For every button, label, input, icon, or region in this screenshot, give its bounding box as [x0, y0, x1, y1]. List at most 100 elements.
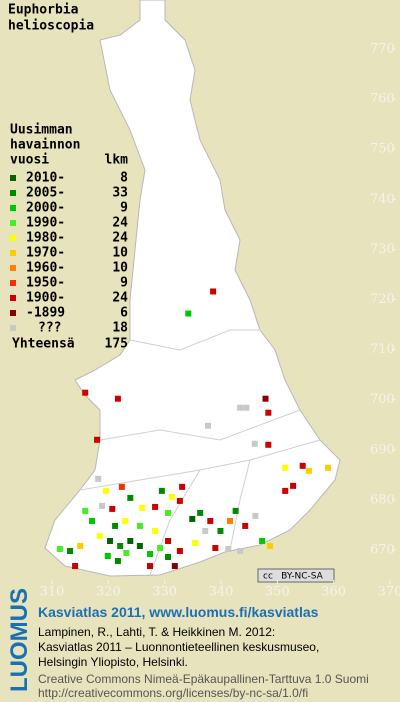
legend-heading: vuosi: [10, 153, 49, 168]
observation-square: [179, 483, 186, 490]
observation-square: [290, 482, 297, 489]
observation-square: [251, 440, 258, 447]
observation-square: [243, 404, 250, 411]
observation-square: [299, 462, 306, 469]
license-badge: cc BY-NC-SA: [257, 568, 335, 583]
observation-square: [139, 504, 146, 511]
y-tick-label: 770: [370, 42, 395, 57]
legend-swatch: [10, 205, 16, 211]
observation-square: [147, 551, 154, 558]
citation: Lampinen, R., Lahti, T. & Heikkinen M. 2…: [38, 625, 275, 639]
observation-square: [165, 554, 172, 561]
observation-square: [72, 563, 79, 570]
legend-heading: Uusimman: [10, 123, 73, 138]
observation-square: [123, 550, 130, 557]
observation-square: [96, 532, 103, 539]
y-tick-label: 710: [370, 342, 395, 357]
observation-square: [88, 517, 95, 524]
legend-count: 9: [120, 276, 128, 291]
x-tick-label: 330: [152, 585, 177, 600]
observation-square: [168, 493, 175, 500]
y-tick-label: 690: [370, 442, 395, 457]
y-tick-label: 680: [370, 492, 395, 507]
legend-swatch: [10, 190, 16, 196]
legend-total-label: Yhteensä: [12, 337, 75, 352]
legend-count: 24: [112, 216, 128, 231]
legend-label: 2005-: [26, 186, 65, 201]
legend-label: 1990-: [26, 216, 65, 231]
badge-text: BY-NC-SA: [281, 572, 324, 582]
y-tick-label: 760: [370, 92, 395, 107]
observation-square: [107, 537, 114, 544]
observation-square: [212, 544, 219, 551]
legend-swatch: [10, 280, 16, 286]
legend-swatch: [10, 265, 16, 271]
observation-square: [252, 512, 259, 519]
observation-square: [265, 441, 272, 448]
legend-label: 1900-: [26, 291, 65, 306]
legend-count: 6: [120, 306, 128, 321]
footer-title[interactable]: Kasviatlas 2011, www.luomus.fi/kasviatla…: [38, 604, 319, 620]
observation-square: [189, 515, 196, 522]
observation-square: [237, 548, 244, 555]
citation: Kasviatlas 2011 – Luonnontieteellinen ke…: [38, 640, 319, 654]
observation-square: [197, 509, 204, 516]
license-url[interactable]: http://creativecommons.org/licenses/by-n…: [38, 686, 308, 700]
observation-square: [205, 422, 212, 429]
observation-square: [232, 507, 239, 514]
observation-square: [112, 522, 119, 529]
y-tick-label: 700: [370, 392, 395, 407]
observation-square: [210, 288, 217, 295]
observation-square: [103, 487, 110, 494]
observation-square: [325, 464, 332, 471]
legend-count: 10: [112, 246, 128, 261]
observation-square: [104, 553, 111, 560]
observation-square: [202, 527, 209, 534]
legend-total: 175: [105, 337, 128, 352]
x-tick-label: 350: [265, 585, 290, 600]
observation-square: [227, 517, 234, 524]
observation-square: [171, 563, 178, 570]
x-tick-label: 360: [321, 585, 346, 600]
legend-count: 9: [120, 201, 128, 216]
legend-label: ???: [38, 321, 61, 336]
observation-square: [82, 507, 89, 514]
observation-square: [152, 527, 159, 534]
x-tick-label: 340: [209, 585, 234, 600]
observation-square: [237, 404, 244, 411]
x-tick-label: 320: [96, 585, 121, 600]
legend-count: 33: [112, 186, 128, 201]
observation-square: [192, 539, 199, 546]
logo: LUOMUS: [6, 588, 33, 692]
species-name: helioscopia: [8, 19, 94, 34]
observation-square: [152, 503, 159, 510]
observation-square: [282, 487, 289, 494]
legend-label: 1970-: [26, 246, 65, 261]
observation-square: [56, 545, 63, 552]
legend-swatch: [10, 235, 16, 241]
legend-count: 18: [112, 321, 128, 336]
legend-count: 10: [112, 261, 128, 276]
observation-square: [265, 409, 272, 416]
observation-square: [99, 502, 106, 509]
finland-outline: [44, 0, 341, 577]
legend-count: 8: [120, 171, 128, 186]
observation-square: [217, 527, 224, 534]
observation-square: [176, 497, 183, 504]
x-tick-label: 370: [378, 585, 400, 600]
legend-swatch: [10, 220, 16, 226]
legend-heading: havainnon: [10, 138, 80, 153]
license: Creative Commons Nimeä-Epäkaupallinen-Ta…: [38, 672, 369, 686]
observation-square: [165, 537, 172, 544]
observation-square: [118, 483, 125, 490]
legend-swatch: [10, 310, 16, 316]
observation-square: [207, 517, 214, 524]
observation-square: [136, 542, 143, 549]
legend-count-heading: lkm: [105, 153, 129, 168]
legend-label: 2000-: [26, 201, 65, 216]
y-tick-label: 730: [370, 242, 395, 257]
observation-square: [95, 475, 102, 482]
y-tick-label: 720: [370, 292, 395, 307]
observation-square: [282, 464, 289, 471]
observation-square: [114, 395, 121, 402]
